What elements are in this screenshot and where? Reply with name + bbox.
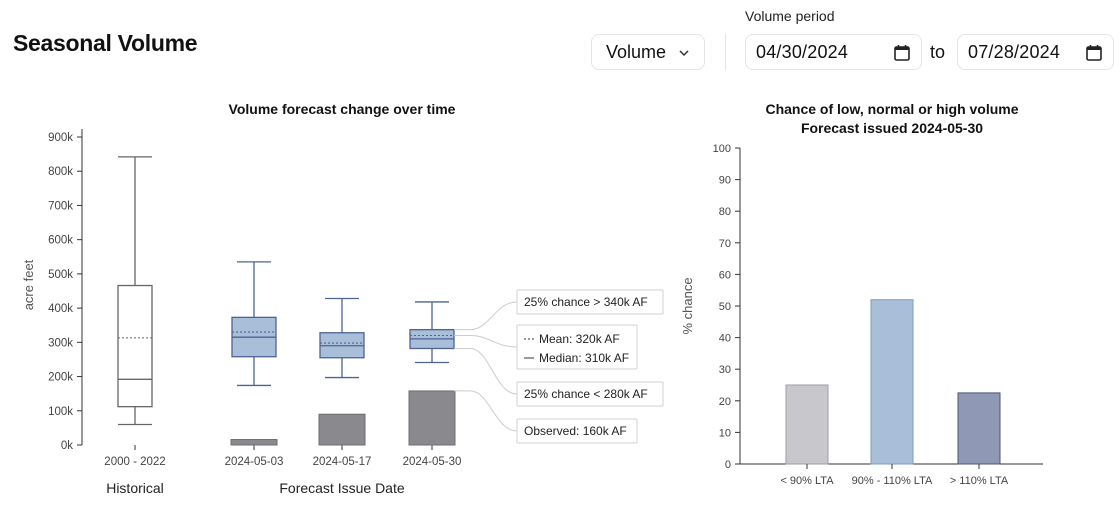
y-tick-label: 10 <box>719 427 731 439</box>
y-tick-label: 20 <box>719 396 731 408</box>
y-tick-label: 40 <box>719 333 731 345</box>
annotation-mean-median-box <box>516 324 638 370</box>
observed-bar <box>318 413 366 446</box>
calendar-icon[interactable] <box>1085 44 1103 67</box>
annotation-upper-box <box>516 289 664 315</box>
y-axis-label: acre feet <box>21 259 36 310</box>
x-tick-label: 2024-05-03 <box>225 456 284 468</box>
bar <box>870 299 914 465</box>
x-tick-label: 2024-05-17 <box>313 456 372 468</box>
bar <box>785 384 829 465</box>
metric-select[interactable]: Volume <box>591 34 705 70</box>
chart-subtitle: Forecast issued 2024-05-30 <box>801 120 983 136</box>
annotation-observed-box <box>516 418 638 444</box>
x-tick-label: 90% - 110% LTA <box>852 475 933 487</box>
metric-select-value: Volume <box>606 41 667 62</box>
legend-median-text: Median: 310k AF <box>539 351 629 365</box>
legend-mean-text: Mean: 320k AF <box>539 332 620 346</box>
y-tick-label: 900k <box>48 132 73 144</box>
start-date-value: 04/30/2024 <box>756 41 849 62</box>
y-tick-label: 800k <box>48 166 73 178</box>
x-group-label: Historical <box>106 480 164 496</box>
x-group-label: Forecast Issue Date <box>279 480 404 496</box>
y-tick-label: 30 <box>719 364 731 376</box>
y-tick-label: 100k <box>48 406 73 418</box>
end-date-value: 07/28/2024 <box>968 41 1061 62</box>
start-date-input[interactable]: 04/30/2024 <box>745 34 922 70</box>
volume-period-label: Volume period <box>745 8 835 24</box>
annotation-leader <box>454 390 518 432</box>
volume-chance-bar-chart: Chance of low, normal or high volume Fore… <box>680 101 1043 487</box>
y-tick-label: 0k <box>61 440 73 452</box>
bar <box>957 392 1001 465</box>
y-axis-label: % chance <box>680 277 695 334</box>
y-tick-label: 200k <box>48 372 73 384</box>
volume-forecast-box-chart: Volume forecast change over time 0k 100k 20… <box>21 101 664 496</box>
annotation-lower-box <box>516 381 664 407</box>
y-tick-label: 50 <box>719 301 731 313</box>
observed-bar <box>230 439 278 446</box>
y-tick-label: 60 <box>719 269 731 281</box>
y-tick-label: 0 <box>725 459 731 471</box>
y-tick-label: 400k <box>48 303 73 315</box>
page-title: Seasonal Volume <box>13 30 198 56</box>
y-tick-label: 80 <box>719 206 731 218</box>
annotation-observed-text: Observed: 160k AF <box>524 424 627 438</box>
annotation-lower-text: 25% chance < 280k AF <box>524 387 648 401</box>
y-tick-label: 600k <box>48 235 73 247</box>
chart-title: Volume forecast change over time <box>229 101 456 117</box>
x-tick-label: 2024-05-30 <box>403 456 462 468</box>
annotation-leader <box>454 347 518 395</box>
end-date-input[interactable]: 07/28/2024 <box>957 34 1114 70</box>
annotation-leader <box>454 334 518 348</box>
chevron-down-icon <box>678 44 690 67</box>
annotation-leader <box>454 301 518 331</box>
toolbar-divider <box>725 34 726 70</box>
date-range-separator: to <box>930 42 946 62</box>
observed-bar <box>408 390 456 446</box>
chart-title: Chance of low, normal or high volume <box>765 101 1018 117</box>
annotation-upper-text: 25% chance > 340k AF <box>524 295 648 309</box>
y-tick-label: 90 <box>719 175 731 187</box>
x-tick-label: 2000 - 2022 <box>104 456 165 468</box>
y-tick-label: 700k <box>48 200 73 212</box>
y-tick-label: 100 <box>713 143 731 155</box>
y-tick-label: 70 <box>719 238 731 250</box>
y-tick-label: 500k <box>48 269 73 281</box>
box-iqr <box>117 284 153 408</box>
y-tick-label: 300k <box>48 337 73 349</box>
x-tick-label: < 90% LTA <box>780 475 834 487</box>
calendar-icon[interactable] <box>893 44 911 67</box>
x-tick-label: > 110% LTA <box>950 475 1009 487</box>
